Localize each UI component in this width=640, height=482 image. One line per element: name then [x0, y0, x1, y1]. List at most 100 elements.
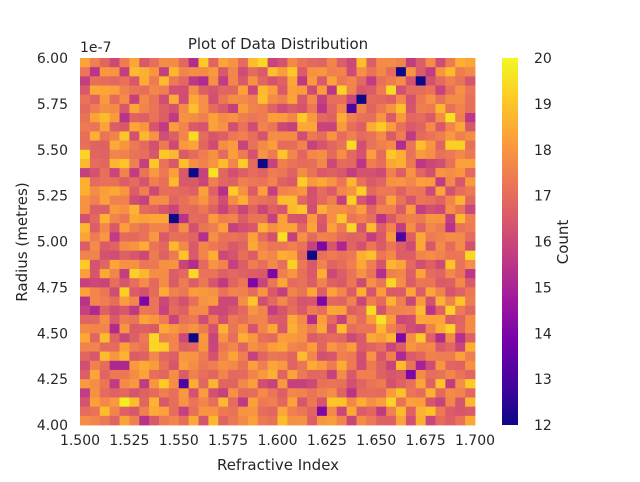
heatmap-cell — [109, 324, 120, 334]
x-tick-label: 1.675 — [406, 433, 446, 449]
heatmap-cell — [346, 269, 357, 279]
heatmap-cell — [168, 379, 180, 389]
heatmap-cell — [376, 186, 387, 197]
heatmap-cell — [80, 314, 91, 325]
heatmap-cell — [376, 305, 387, 316]
heatmap-cell — [109, 232, 120, 242]
heatmap-cell — [188, 388, 199, 398]
heatmap-cell — [297, 58, 308, 68]
heatmap-cell — [178, 103, 190, 114]
heatmap-cell — [257, 177, 269, 187]
heatmap-cell — [396, 296, 407, 307]
heatmap-cell — [89, 342, 101, 353]
heatmap-cell — [455, 415, 466, 426]
heatmap-cell — [267, 305, 278, 316]
heatmap-cell — [139, 388, 150, 398]
heatmap-cell — [386, 149, 397, 160]
heatmap-cell — [80, 259, 91, 270]
heatmap-cell — [149, 388, 160, 398]
heatmap-cell — [228, 94, 239, 105]
heatmap-cell — [218, 76, 229, 86]
heatmap-cell — [119, 278, 130, 288]
heatmap-cell — [238, 250, 249, 261]
heatmap-cell — [405, 158, 417, 169]
heatmap-cell — [208, 342, 219, 353]
heatmap-cell — [99, 342, 111, 353]
colorbar-tick-label: 20 — [534, 51, 552, 67]
heatmap-cell — [208, 232, 219, 242]
heatmap-cell — [129, 415, 140, 426]
heatmap-cell — [129, 177, 140, 187]
heatmap-cell — [178, 369, 190, 380]
heatmap-cell — [247, 406, 259, 417]
heatmap-cell — [317, 223, 328, 233]
heatmap-cell — [109, 186, 120, 197]
heatmap-cell — [198, 342, 209, 353]
heatmap-cell — [109, 388, 120, 398]
heatmap-cell — [445, 195, 456, 206]
heatmap-cell — [89, 122, 101, 132]
heatmap-cell — [435, 296, 446, 307]
heatmap-cell — [307, 250, 318, 261]
heatmap-cell — [129, 397, 140, 408]
heatmap-cell — [228, 195, 239, 206]
heatmap-cell — [238, 223, 249, 233]
heatmap-cell — [99, 360, 111, 371]
heatmap-cell — [356, 351, 367, 362]
heatmap-cell — [346, 177, 357, 187]
heatmap-cell — [247, 195, 259, 206]
heatmap-cell — [455, 369, 466, 380]
y-tick-label: 4.00 — [37, 418, 68, 434]
heatmap-cell — [435, 314, 446, 325]
heatmap-cell — [208, 250, 219, 261]
heatmap-cell — [356, 314, 367, 325]
heatmap-cell — [376, 140, 387, 151]
heatmap-cell — [346, 186, 357, 197]
heatmap-cell — [168, 67, 180, 77]
heatmap-cell — [228, 250, 239, 261]
heatmap-cell — [356, 85, 367, 96]
heatmap-cell — [238, 388, 249, 398]
heatmap-cell — [109, 76, 120, 86]
heatmap-cell — [228, 369, 239, 380]
heatmap-cell — [346, 278, 357, 288]
heatmap-cell — [247, 397, 259, 408]
heatmap-cell — [119, 406, 130, 417]
heatmap-cell — [89, 305, 101, 316]
heatmap-cell — [366, 177, 377, 187]
heatmap-cell — [139, 406, 150, 417]
heatmap-cell — [80, 406, 91, 417]
heatmap-cell — [109, 204, 120, 215]
heatmap-cell — [366, 241, 377, 252]
heatmap-cell — [99, 259, 111, 270]
heatmap-cell — [267, 324, 278, 334]
heatmap-cell — [159, 296, 170, 307]
heatmap-cell — [218, 94, 229, 105]
heatmap-cell — [139, 67, 150, 77]
heatmap-cell — [247, 314, 259, 325]
heatmap-cell — [109, 379, 120, 389]
heatmap-cell — [99, 140, 111, 151]
heatmap-cell — [218, 287, 229, 297]
heatmap-cell — [257, 369, 269, 380]
heatmap-cell — [297, 113, 308, 123]
heatmap-cell — [247, 259, 259, 270]
heatmap-cell — [366, 415, 377, 426]
heatmap-cell — [435, 369, 446, 380]
heatmap-cell — [376, 195, 387, 206]
heatmap-cell — [139, 131, 150, 141]
heatmap-cell — [415, 287, 427, 297]
heatmap-cell — [168, 103, 180, 114]
heatmap-cell — [198, 333, 209, 343]
heatmap-cell — [307, 67, 318, 77]
heatmap-cell — [267, 232, 278, 242]
heatmap-cell — [386, 351, 397, 362]
heatmap-cell — [307, 131, 318, 141]
heatmap-cell — [287, 250, 298, 261]
heatmap-cell — [129, 406, 140, 417]
heatmap-cell — [149, 94, 160, 105]
heatmap-cell — [149, 168, 160, 178]
heatmap-cell — [129, 269, 140, 279]
heatmap-cell — [366, 314, 377, 325]
heatmap-cell — [277, 269, 288, 279]
